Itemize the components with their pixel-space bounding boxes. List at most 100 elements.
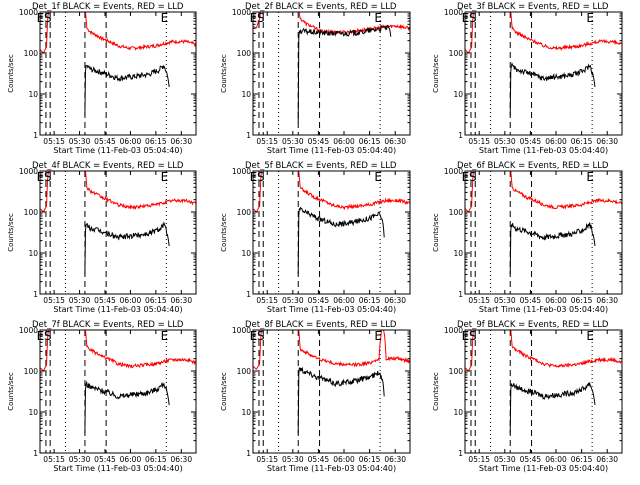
x-tick-label: 05:45 (520, 455, 542, 464)
y-tick-label: 10 (28, 90, 38, 99)
axes-frame (39, 170, 197, 295)
series-line-events (297, 366, 385, 434)
x-tick-label: 05:30 (282, 455, 304, 464)
x-tick-label: 06:15 (571, 137, 593, 146)
x-tick-label: 05:15 (468, 296, 490, 305)
y-tick-label: 10 (28, 408, 38, 417)
x-tick-label: 06:30 (596, 296, 618, 305)
x-axis-label: Start Time (11-Feb-03 05:04:40) (479, 146, 608, 155)
marker-label-e: E (374, 329, 382, 343)
chart-title: Det_5f BLACK = Events, RED = LLD (245, 161, 397, 171)
x-tick-label: 05:30 (282, 296, 304, 305)
y-axis-label: Counts/sec (7, 213, 15, 252)
x-tick-label: 06:15 (571, 455, 593, 464)
x-tick-label: 05:15 (43, 455, 65, 464)
x-tick-label: 06:00 (120, 455, 142, 464)
chart-title: Det_6f BLACK = Events, RED = LLD (457, 161, 609, 171)
chart-title: Det_9f BLACK = Events, RED = LLD (457, 320, 609, 330)
y-axis-label: Counts/sec (220, 213, 228, 252)
x-tick-label: 05:45 (94, 296, 116, 305)
y-tick-label: 100 (237, 367, 252, 376)
marker-label-e: E (586, 170, 594, 184)
plot-area (465, 330, 622, 453)
y-tick-label: 1 (33, 290, 38, 299)
x-tick-label: 06:00 (545, 455, 567, 464)
x-tick-label: 06:15 (359, 137, 381, 146)
chart-title: Det_3f BLACK = Events, RED = LLD (457, 2, 609, 12)
y-tick-label: 10 (453, 90, 463, 99)
plot-area (465, 171, 622, 294)
x-tick-label: 06:00 (333, 137, 355, 146)
marker-label-s: S (469, 170, 477, 184)
y-tick-label: 1 (246, 290, 251, 299)
x-tick-label: 05:15 (468, 455, 490, 464)
x-axis-label: Start Time (11-Feb-03 05:04:40) (267, 146, 396, 155)
y-tick-label: 1000 (19, 8, 38, 17)
y-tick-label: 1 (33, 449, 38, 458)
y-tick-label: 1 (246, 449, 251, 458)
chart-title: Det_2f BLACK = Events, RED = LLD (245, 2, 397, 12)
plot-area (253, 171, 410, 294)
x-tick-label: 05:30 (494, 455, 516, 464)
y-axis-label: Counts/sec (432, 54, 440, 93)
x-tick-label: 06:00 (120, 137, 142, 146)
y-tick-label: 1000 (444, 167, 463, 176)
series-line-events (509, 62, 596, 116)
x-tick-label: 05:15 (256, 137, 278, 146)
y-tick-label: 1000 (444, 8, 463, 17)
marker-label-e: E (161, 329, 169, 343)
x-tick-label: 06:15 (359, 455, 381, 464)
series-line-events (84, 64, 170, 116)
series-line-lld (40, 12, 196, 54)
y-tick-label: 1000 (232, 167, 251, 176)
series-line-events (84, 380, 170, 434)
y-tick-label: 10 (241, 90, 251, 99)
x-tick-label: 05:45 (308, 296, 330, 305)
plot-area (253, 330, 410, 453)
x-tick-label: 05:45 (308, 137, 330, 146)
marker-label-e: E (586, 11, 594, 25)
y-axis-label: Counts/sec (7, 54, 15, 93)
axes-frame (39, 329, 197, 454)
x-tick-label: 05:30 (69, 455, 91, 464)
series-line-lld (40, 330, 196, 372)
x-tick-label: 05:15 (468, 137, 490, 146)
y-tick-label: 1000 (232, 8, 251, 17)
marker-label-e: E (161, 170, 169, 184)
x-axis-label: Start Time (11-Feb-03 05:04:40) (479, 464, 608, 473)
x-tick-label: 06:15 (145, 455, 167, 464)
series-line-events (84, 221, 170, 275)
series-line-events (509, 222, 596, 275)
x-axis-label: Start Time (11-Feb-03 05:04:40) (479, 305, 608, 314)
plot-area (40, 171, 196, 294)
y-tick-label: 100 (24, 367, 39, 376)
x-tick-label: 06:00 (545, 296, 567, 305)
plot-area (40, 330, 196, 453)
y-axis-label: Counts/sec (220, 54, 228, 93)
y-tick-label: 10 (241, 249, 251, 258)
x-axis-label: Start Time (11-Feb-03 05:04:40) (53, 146, 182, 155)
series-line-lld (465, 330, 622, 372)
marker-label-e: E (374, 170, 382, 184)
y-axis-label: Counts/sec (432, 213, 440, 252)
x-tick-label: 05:30 (494, 296, 516, 305)
x-tick-label: 05:45 (520, 296, 542, 305)
y-tick-label: 10 (241, 408, 251, 417)
marker-label-e: E (374, 11, 382, 25)
x-tick-label: 06:00 (545, 137, 567, 146)
x-tick-label: 06:00 (333, 455, 355, 464)
x-axis-label: Start Time (11-Feb-03 05:04:40) (267, 305, 396, 314)
axes-frame (464, 329, 623, 454)
x-tick-label: 06:15 (571, 296, 593, 305)
x-tick-label: 06:30 (170, 137, 192, 146)
x-tick-label: 06:15 (145, 296, 167, 305)
x-tick-label: 06:30 (170, 296, 192, 305)
